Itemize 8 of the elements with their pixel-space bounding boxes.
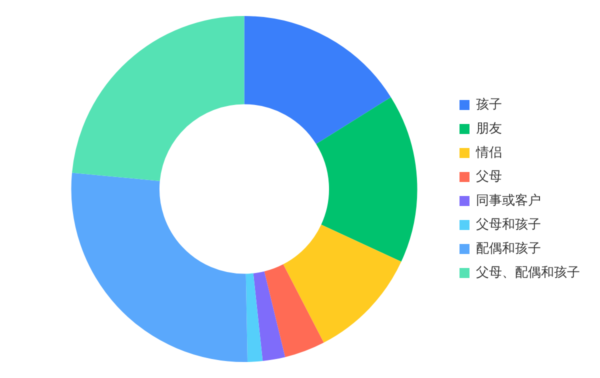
legend-label: 情侣 — [475, 145, 502, 160]
legend-label: 父母和孩子 — [476, 217, 541, 232]
legend-label: 朋友 — [476, 121, 502, 136]
legend-label: 孩子 — [476, 97, 502, 112]
legend-label: 父母、配偶和孩子 — [476, 265, 580, 280]
legend-label: 同事或客户 — [476, 192, 541, 208]
legend-label: 父母 — [476, 169, 502, 184]
legend-label: 配偶和孩子 — [476, 241, 541, 256]
